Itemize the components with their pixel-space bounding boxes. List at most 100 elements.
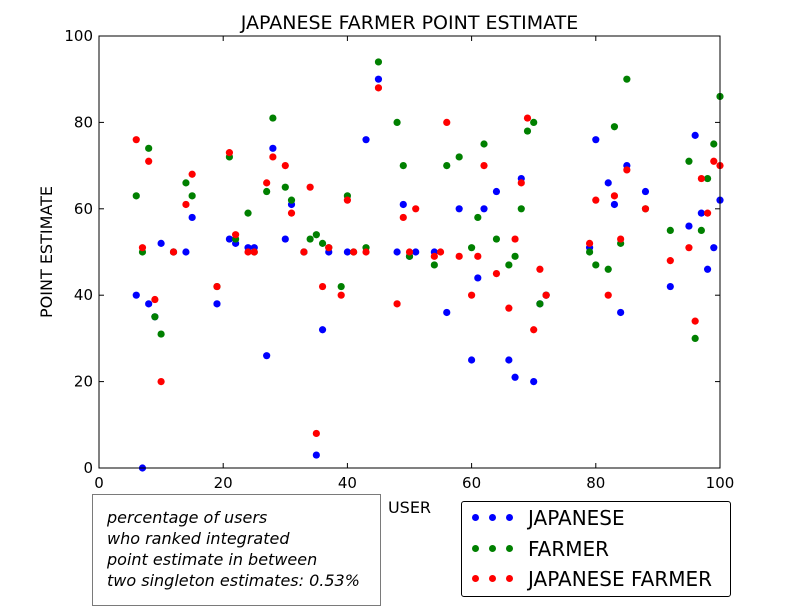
- point-farmer: [374, 58, 383, 66]
- point-japanese-farmer: [145, 157, 153, 165]
- point-japanese: [480, 205, 488, 213]
- y-tick-label: 100: [64, 27, 93, 45]
- point-japanese-farmer: [263, 179, 271, 187]
- point-japanese-farmer: [691, 317, 699, 325]
- point-farmer: [393, 118, 401, 126]
- point-japanese: [703, 265, 712, 273]
- point-japanese-farmer: [269, 153, 277, 161]
- point-japanese-farmer: [244, 248, 252, 256]
- legend: JAPANESE FARMER JAPANESE FARMER: [461, 501, 731, 597]
- point-japanese: [666, 282, 674, 291]
- x-tick-label: 100: [706, 474, 735, 492]
- legend-dot: [489, 545, 496, 552]
- point-japanese: [530, 378, 538, 386]
- point-japanese-farmer: [350, 248, 358, 256]
- point-farmer: [697, 226, 705, 234]
- legend-dot: [506, 514, 513, 521]
- point-farmer: [182, 179, 190, 187]
- axis-ticks: 0 20 40 60 80 100 0 20 40 60 80 100: [64, 27, 734, 492]
- point-farmer: [623, 75, 631, 83]
- chart-title: JAPANESE FARMER POINT ESTIMATE: [240, 12, 579, 34]
- point-farmer: [585, 248, 594, 256]
- point-japanese: [505, 356, 513, 364]
- point-japanese-farmer: [300, 248, 308, 256]
- annotation-line-4: two singleton estimates: 0.53%: [107, 571, 360, 590]
- point-japanese-farmer: [480, 162, 488, 170]
- point-japanese: [263, 352, 271, 360]
- point-japanese-farmer: [641, 205, 650, 213]
- point-japanese-farmer: [436, 248, 445, 256]
- x-tick-label: 0: [94, 474, 104, 492]
- point-japanese: [393, 248, 401, 256]
- point-farmer: [430, 261, 438, 269]
- point-farmer: [511, 252, 519, 260]
- point-japanese-farmer: [542, 291, 550, 299]
- point-farmer: [530, 118, 538, 126]
- point-japanese-farmer: [412, 205, 420, 213]
- point-japanese-farmer: [362, 248, 370, 256]
- point-farmer: [281, 183, 289, 191]
- point-japanese-farmer: [374, 84, 383, 92]
- point-japanese: [225, 235, 234, 243]
- point-japanese: [374, 75, 383, 83]
- x-tick-label: 20: [214, 474, 233, 492]
- legend-label-japanese-farmer: JAPANESE FARMER: [528, 567, 713, 591]
- y-tick-label: 0: [83, 459, 93, 477]
- point-farmer: [145, 144, 153, 152]
- point-japanese-farmer: [232, 231, 240, 239]
- point-japanese: [685, 222, 693, 230]
- point-japanese: [157, 239, 165, 247]
- point-japanese: [443, 308, 451, 317]
- point-farmer: [666, 226, 674, 234]
- point-japanese-farmer: [393, 300, 401, 308]
- annotation-line-2: who ranked integrated: [107, 529, 290, 548]
- data-points: [132, 58, 724, 472]
- point-japanese: [343, 248, 351, 256]
- legend-item-farmer: FARMER: [470, 534, 609, 564]
- point-japanese: [455, 205, 463, 213]
- point-japanese: [188, 213, 196, 222]
- point-japanese: [617, 308, 625, 317]
- point-farmer: [474, 213, 482, 222]
- point-japanese: [412, 248, 420, 256]
- point-farmer: [318, 239, 327, 247]
- point-japanese: [492, 187, 501, 196]
- point-japanese-farmer: [468, 291, 476, 299]
- point-farmer: [505, 261, 513, 269]
- point-japanese-farmer: [213, 282, 221, 291]
- y-tick-label: 40: [74, 286, 93, 304]
- point-japanese: [318, 326, 327, 334]
- point-farmer: [592, 261, 600, 269]
- legend-dot: [472, 514, 479, 521]
- point-japanese: [132, 291, 140, 299]
- point-japanese: [362, 136, 370, 144]
- point-farmer: [244, 209, 252, 217]
- point-japanese-farmer: [343, 196, 351, 204]
- point-farmer: [188, 192, 196, 200]
- x-tick-label: 60: [462, 474, 481, 492]
- point-japanese-farmer: [523, 114, 532, 122]
- x-axis-label: USER: [388, 498, 431, 517]
- point-japanese: [697, 209, 705, 217]
- point-farmer: [312, 231, 320, 239]
- point-japanese-farmer: [132, 136, 140, 144]
- point-japanese-farmer: [517, 179, 525, 187]
- point-japanese: [610, 200, 619, 209]
- point-farmer: [536, 300, 544, 308]
- legend-item-japanese-farmer: JAPANESE FARMER: [470, 564, 712, 594]
- point-farmer: [517, 205, 525, 213]
- point-japanese-farmer: [169, 248, 178, 256]
- point-japanese-farmer: [157, 378, 165, 386]
- legend-marker-farmer: [470, 534, 522, 564]
- legend-dot: [472, 575, 479, 582]
- point-japanese: [474, 274, 482, 282]
- point-japanese: [468, 356, 476, 364]
- point-japanese-farmer: [225, 149, 234, 157]
- point-japanese-farmer: [710, 157, 718, 165]
- point-japanese: [604, 179, 612, 187]
- point-farmer: [610, 123, 619, 131]
- y-tick-label: 80: [74, 113, 93, 131]
- point-japanese-farmer: [492, 270, 501, 278]
- y-tick-label: 60: [74, 200, 93, 218]
